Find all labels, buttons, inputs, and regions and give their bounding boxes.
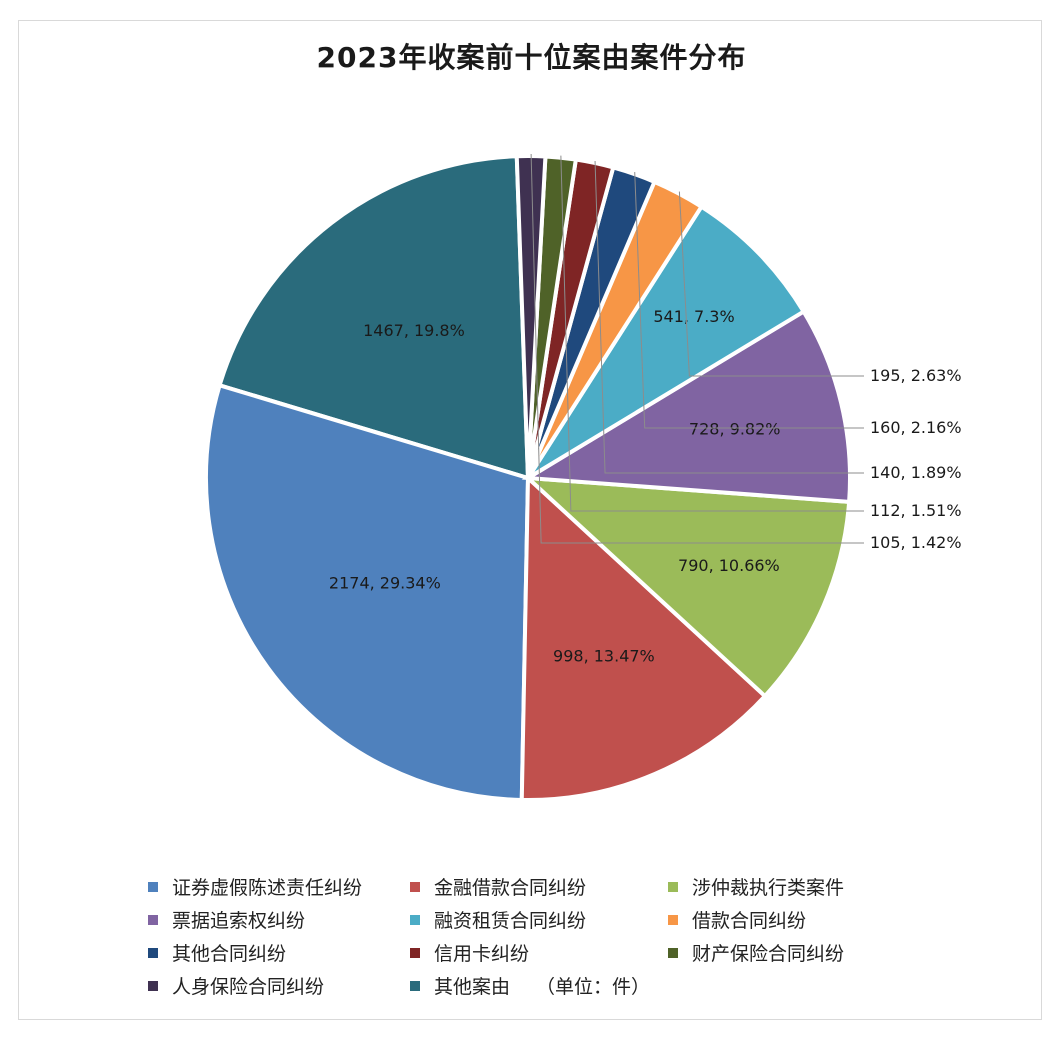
- legend-item: 涉仲裁执行类案件: [668, 873, 844, 900]
- legend-item: 借款合同纠纷: [668, 906, 806, 933]
- legend-swatch: [668, 881, 678, 892]
- legend-swatch: [410, 881, 420, 892]
- slice-data-label: 790, 10.66%: [678, 556, 780, 575]
- pie-slice: [526, 203, 807, 480]
- legend-label: 金融借款合同纠纷: [434, 877, 587, 899]
- legend-swatch: [148, 914, 158, 925]
- pie-slice: [217, 154, 531, 481]
- legend-label: 证券虚假陈述责任纠纷: [172, 877, 363, 899]
- legend-swatch: [148, 980, 158, 991]
- leader-line: [634, 172, 864, 429]
- legend-item: 人身保险合同纠纷: [148, 972, 324, 999]
- pie-slice: [522, 475, 852, 699]
- legend-swatch: [668, 947, 678, 958]
- legend-label: 融资租赁合同纠纷: [434, 910, 587, 932]
- legend-label: 其他合同纠纷: [172, 943, 287, 965]
- slice-data-label: 105, 1.42%: [870, 533, 962, 552]
- legend-swatch: [410, 947, 420, 958]
- leader-line: [530, 154, 864, 544]
- legend-item: 金融借款合同纠纷: [410, 873, 586, 900]
- leader-line: [594, 160, 864, 474]
- legend-item: 票据追索权纠纷: [148, 906, 305, 933]
- legend-item: 财产保险合同纠纷: [668, 939, 844, 966]
- legend-label: 信用卡纠纷: [434, 943, 530, 965]
- pie-slice: [521, 308, 852, 504]
- legend-swatch: [668, 914, 678, 925]
- pie-slice: [204, 382, 531, 802]
- slice-data-label: 1467, 19.8%: [363, 321, 465, 340]
- legend-label: 涉仲裁执行类案件: [692, 877, 845, 899]
- legend-swatch: [410, 980, 420, 991]
- legend-item: 其他案由 （单位：件）: [410, 972, 650, 999]
- slice-data-label: 112, 1.51%: [870, 501, 962, 520]
- legend-item: 证券虚假陈述责任纠纷: [148, 873, 362, 900]
- slice-data-label: 160, 2.16%: [870, 418, 962, 437]
- legend-label: 其他案由: [434, 976, 511, 998]
- slice-data-label: 2174, 29.34%: [329, 573, 441, 592]
- pie-slice: [519, 473, 768, 802]
- legend-label: 财产保险合同纠纷: [692, 943, 845, 965]
- legend-swatch: [410, 914, 420, 925]
- unit-note: （单位：件）: [536, 976, 651, 998]
- legend-swatch: [148, 881, 158, 892]
- chart-title: 2023年收案前十位案由案件分布: [316, 41, 747, 74]
- legend-item: 其他合同纠纷: [148, 939, 286, 966]
- slice-data-label: 195, 2.63%: [870, 366, 962, 385]
- slice-data-label: 728, 9.82%: [689, 420, 781, 439]
- legend-label: 借款合同纠纷: [692, 910, 807, 932]
- leader-line: [560, 155, 864, 512]
- legend-swatch: [148, 947, 158, 958]
- legend-label: 票据追索权纠纷: [172, 910, 306, 932]
- slice-data-label: 998, 13.47%: [553, 647, 655, 666]
- legend-item: 融资租赁合同纠纷: [410, 906, 586, 933]
- legend-label: 人身保险合同纠纷: [172, 976, 325, 998]
- slice-data-label: 140, 1.89%: [870, 463, 962, 482]
- slice-data-label: 541, 7.3%: [653, 307, 734, 326]
- legend-item: 信用卡纠纷: [410, 939, 529, 966]
- leader-line: [678, 191, 864, 377]
